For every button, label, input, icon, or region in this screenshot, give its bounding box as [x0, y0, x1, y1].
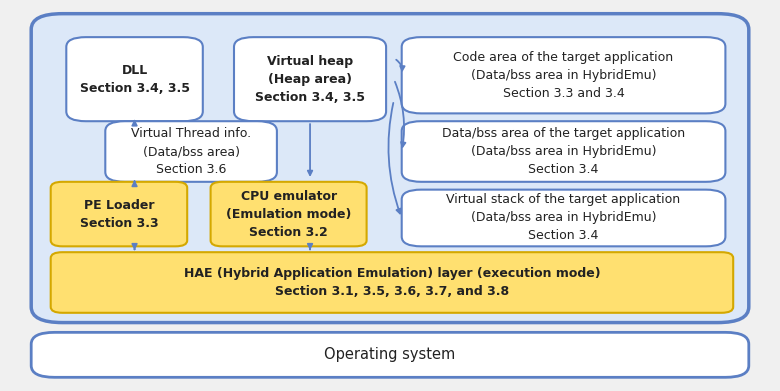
Text: PE Loader
Section 3.3: PE Loader Section 3.3	[80, 199, 158, 230]
FancyBboxPatch shape	[234, 37, 386, 121]
FancyBboxPatch shape	[402, 121, 725, 182]
Text: Code area of the target application
(Data/bss area in HybridEmu)
Section 3.3 and: Code area of the target application (Dat…	[453, 51, 674, 100]
FancyBboxPatch shape	[402, 190, 725, 246]
FancyBboxPatch shape	[31, 14, 749, 323]
FancyBboxPatch shape	[105, 121, 277, 182]
FancyBboxPatch shape	[31, 332, 749, 377]
Text: Virtual Thread info.
(Data/bss area)
Section 3.6: Virtual Thread info. (Data/bss area) Sec…	[131, 127, 251, 176]
Text: Data/bss area of the target application
(Data/bss area in HybridEmu)
Section 3.4: Data/bss area of the target application …	[442, 127, 685, 176]
Text: HAE (Hybrid Application Emulation) layer (execution mode)
Section 3.1, 3.5, 3.6,: HAE (Hybrid Application Emulation) layer…	[183, 267, 601, 298]
FancyBboxPatch shape	[66, 37, 203, 121]
FancyBboxPatch shape	[211, 182, 367, 246]
Text: CPU emulator
(Emulation mode)
Section 3.2: CPU emulator (Emulation mode) Section 3.…	[226, 190, 351, 239]
Text: Virtual stack of the target application
(Data/bss area in HybridEmu)
Section 3.4: Virtual stack of the target application …	[446, 194, 681, 242]
Text: DLL
Section 3.4, 3.5: DLL Section 3.4, 3.5	[80, 64, 190, 95]
FancyBboxPatch shape	[51, 182, 187, 246]
Text: Virtual heap
(Heap area)
Section 3.4, 3.5: Virtual heap (Heap area) Section 3.4, 3.…	[255, 55, 365, 104]
FancyBboxPatch shape	[402, 37, 725, 113]
FancyBboxPatch shape	[51, 252, 733, 313]
Text: Operating system: Operating system	[324, 347, 456, 362]
